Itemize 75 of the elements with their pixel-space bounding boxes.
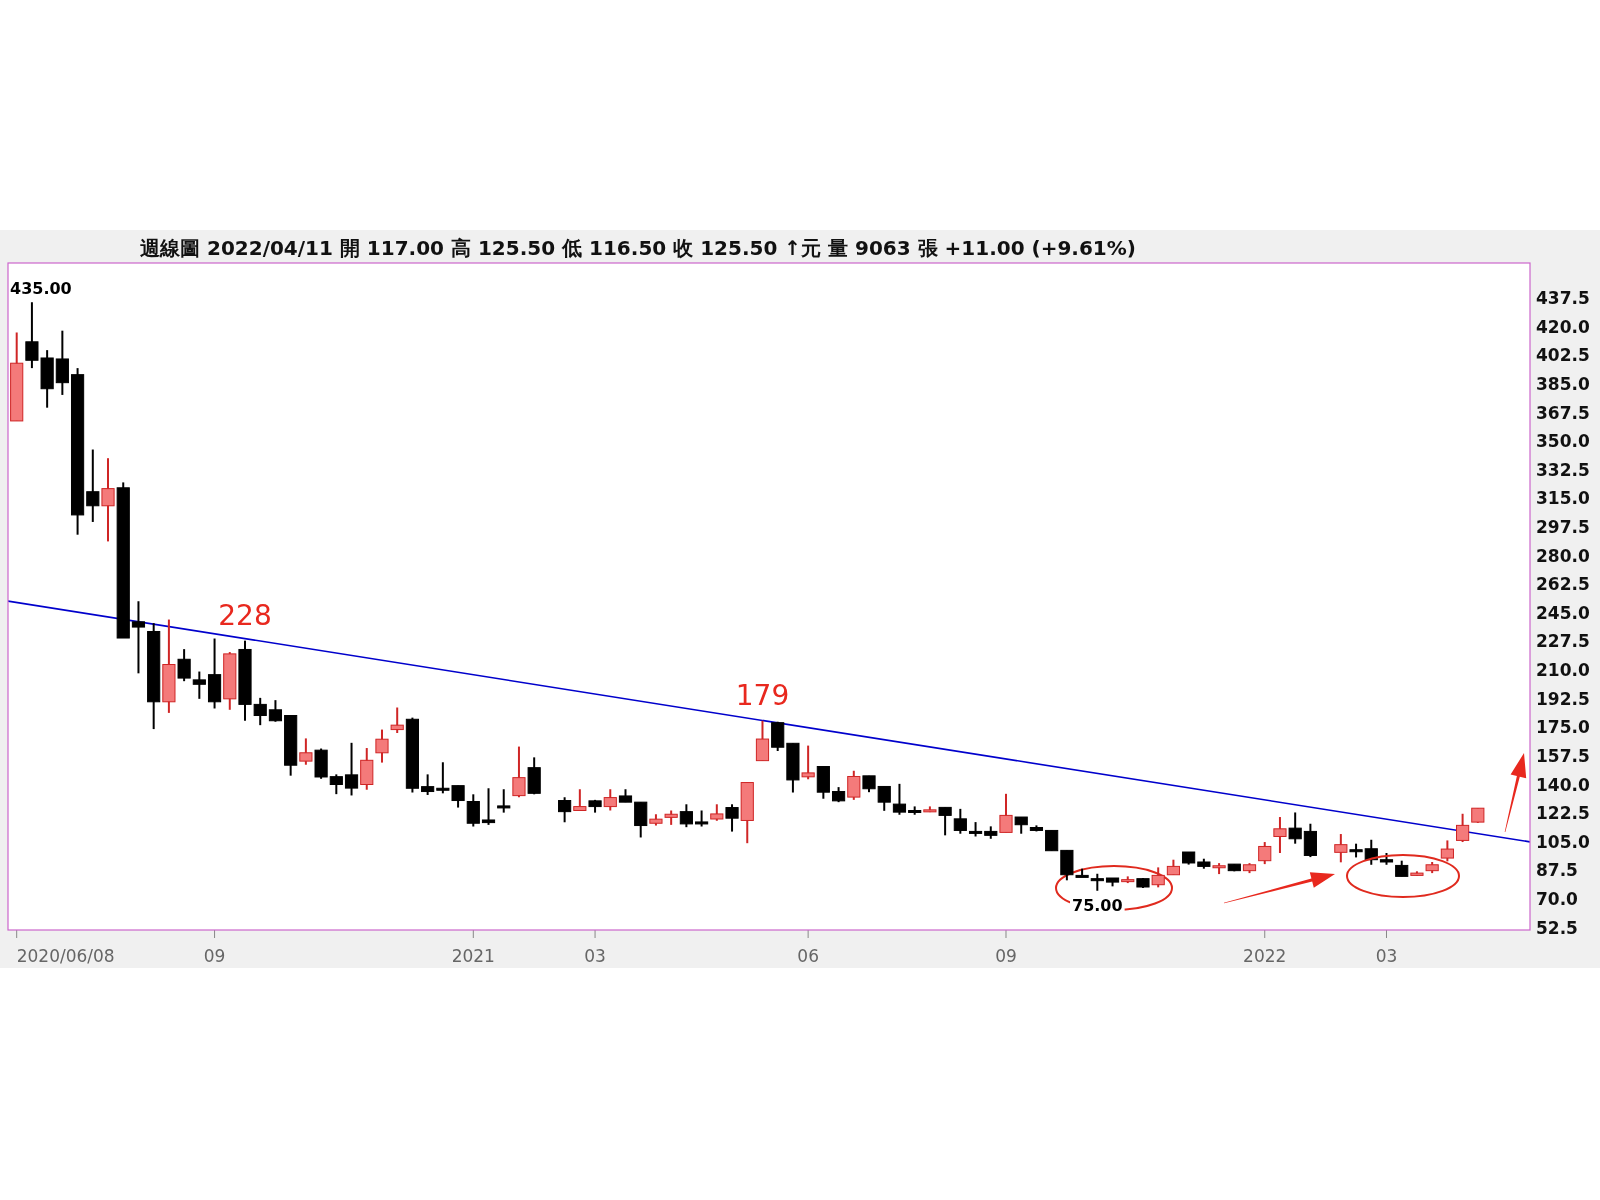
candlestick	[1273, 816, 1287, 854]
y-tick-label: 140.0	[1536, 774, 1590, 795]
candlestick	[1456, 812, 1470, 844]
y-tick-label: 52.5	[1536, 917, 1578, 938]
y-tick-label: 420.0	[1536, 316, 1590, 337]
y-tick-label: 105.0	[1536, 831, 1590, 852]
candlestick	[466, 793, 480, 828]
candlestick	[573, 788, 587, 812]
candlestick	[177, 648, 191, 683]
candlestick	[999, 792, 1013, 834]
annotation: 228	[218, 598, 272, 632]
annotation: 75.00	[1072, 895, 1123, 915]
candlestick	[1151, 866, 1165, 889]
x-tick-label: 2020/06/08	[16, 946, 115, 966]
x-tick-label: 06	[797, 946, 819, 966]
y-tick-label: 70.0	[1536, 888, 1579, 909]
y-tick-label: 122.5	[1536, 803, 1590, 824]
y-tick-label: 262.5	[1536, 574, 1590, 595]
candlestick	[892, 782, 907, 816]
chart-title: 週線圖 2022/04/11 開 117.00 高 125.50 低 116.50 收 125.50 ↑元 量 9063 張 +11.00 (+9.61%)	[139, 236, 1136, 260]
candlestick	[1075, 867, 1089, 878]
candlestick	[1288, 811, 1302, 845]
candlestick	[725, 803, 739, 833]
y-tick-label: 87.5	[1536, 860, 1578, 881]
x-tick-label: 09	[203, 946, 226, 966]
annotation: 435.00	[10, 279, 72, 299]
candlestick	[953, 807, 967, 835]
y-tick-label: 385.0	[1536, 373, 1590, 394]
candlestick	[558, 796, 572, 824]
x-tick-label: 03	[1375, 946, 1398, 966]
x-tick-label: 2022	[1243, 946, 1287, 966]
candlestick	[329, 773, 343, 796]
candlestick	[375, 728, 389, 764]
y-tick-label: 227.5	[1536, 631, 1590, 652]
x-tick-label: 2021	[451, 946, 495, 966]
y-tick-label: 332.5	[1536, 459, 1590, 480]
candlestick	[634, 801, 648, 839]
candlestick	[131, 600, 146, 675]
y-tick-label: 280.0	[1536, 545, 1590, 566]
candlestick	[1440, 839, 1454, 863]
y-tick-label: 175.0	[1536, 717, 1590, 738]
candlestick	[1334, 833, 1348, 864]
candlestick	[497, 788, 511, 814]
candlestick	[268, 699, 283, 723]
y-tick-label: 402.5	[1536, 345, 1590, 366]
candlestick	[603, 788, 617, 812]
y-tick-label: 157.5	[1536, 745, 1590, 766]
y-tick-label: 367.5	[1536, 402, 1590, 423]
y-tick-label: 210.0	[1536, 660, 1590, 681]
candlestick	[192, 670, 206, 700]
candlestick	[755, 719, 770, 762]
candlestick	[86, 448, 100, 523]
candlestick	[299, 737, 313, 766]
candlestick	[679, 803, 693, 829]
x-tick-label: 03	[584, 946, 606, 966]
annotation: 179	[735, 678, 790, 712]
candlestick	[55, 329, 69, 396]
candlestick	[421, 773, 435, 796]
candlestick	[801, 744, 815, 781]
x-tick-label: 09	[995, 946, 1017, 966]
candlestick	[512, 745, 526, 799]
candlestick	[481, 787, 496, 826]
y-tick-label: 350.0	[1536, 431, 1590, 452]
candlestick	[1258, 841, 1272, 866]
candlestick	[847, 769, 861, 801]
candlestick	[101, 457, 115, 543]
candlestick	[1045, 829, 1059, 852]
y-tick-label: 245.0	[1536, 602, 1590, 623]
y-tick-label: 192.5	[1536, 688, 1590, 709]
candlestick	[938, 806, 952, 837]
candlestick	[390, 706, 404, 735]
y-tick-label: 437.5	[1536, 288, 1590, 309]
y-tick-label: 315.0	[1536, 488, 1590, 509]
candlestick	[344, 741, 359, 797]
y-tick-label: 297.5	[1536, 517, 1590, 538]
